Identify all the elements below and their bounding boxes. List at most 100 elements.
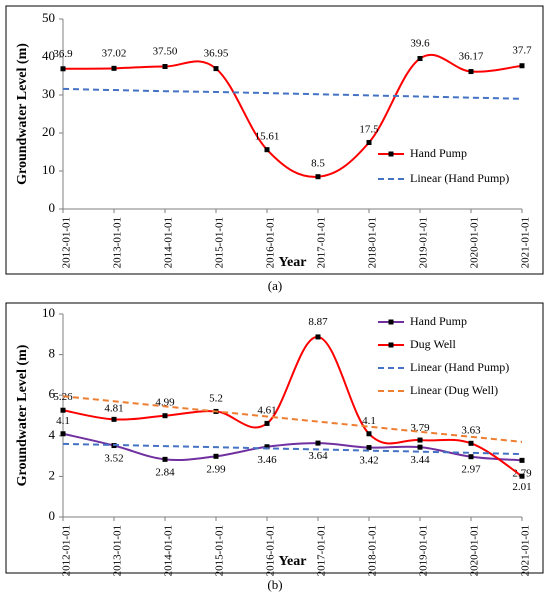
- data-label: 15.61: [255, 131, 280, 143]
- legend-label: Dug Well: [410, 337, 456, 351]
- chart-panel-b: 0 2 4 6 8 10 2012-01-01 2013-01-01 2014-01-01 201…: [5, 302, 544, 576]
- legend: Hand Pump Linear (Hand Pump): [378, 146, 509, 185]
- x-tick-label: 2013-01-01: [112, 525, 124, 576]
- legend: Hand Pump Dug Well Linear (Hand Pump) Linea…: [378, 314, 509, 397]
- data-point-marker: [60, 66, 66, 72]
- series-line: [62, 335, 523, 478]
- data-point-marker: [315, 334, 321, 340]
- x-axis-title: Year: [279, 554, 307, 569]
- y-tick-label: 50: [42, 10, 55, 25]
- panel-frame: [5, 5, 544, 275]
- data-label: 37.7: [512, 45, 532, 57]
- data-point-marker: [111, 65, 117, 71]
- data-label: 37.50: [153, 46, 178, 58]
- figure-caption: (b): [267, 577, 282, 592]
- data-label: 2.84: [155, 466, 175, 478]
- y-tick-label: 4: [49, 427, 56, 442]
- y-axis-title: Groundwater Level (m): [15, 43, 30, 185]
- panel-frame: [5, 302, 544, 574]
- y-tick-label: 8: [49, 346, 56, 361]
- trendline-series: [62, 395, 523, 443]
- data-label: 36.9: [53, 48, 73, 60]
- x-tick-label: 2015-01-01: [214, 217, 226, 268]
- x-tick-label: 2021-01-01: [520, 525, 532, 576]
- y-axis-title: Groundwater Level (m): [15, 344, 30, 486]
- data-label: 4.99: [155, 397, 175, 409]
- data-label: 39.6: [410, 38, 430, 50]
- data-point-marker: [366, 431, 372, 437]
- y-tick-label: 40: [42, 48, 55, 63]
- y-tick-label: 2: [49, 467, 56, 482]
- data-point-marker: [468, 454, 474, 460]
- data-point-marker: [162, 413, 168, 419]
- data-label: 3.63: [461, 424, 481, 436]
- x-tick-label: 2019-01-01: [418, 525, 430, 576]
- data-point-marker: [417, 56, 423, 62]
- legend-marker: [388, 342, 394, 348]
- data-point-marker: [162, 64, 168, 69]
- data-point-marker: [264, 420, 270, 426]
- data-label: 2.97: [461, 464, 481, 476]
- data-label: 5.2: [209, 392, 223, 404]
- y-tick-label: 20: [42, 124, 55, 139]
- chart-panel-a: 0 10 20 30 40 50 2012-01-01 2013-01-01 2014-01-0…: [5, 5, 544, 275]
- data-point-marker: [162, 456, 168, 462]
- data-label: 8.5: [311, 158, 325, 170]
- data-point-marker: [417, 444, 423, 450]
- y-tick-label: 0: [49, 508, 56, 523]
- x-tick-label: 2020-01-01: [469, 217, 481, 268]
- data-label: 3.42: [359, 455, 378, 467]
- data-point-marker: [468, 69, 474, 75]
- x-tick-label: 2014-01-01: [163, 525, 175, 576]
- x-tick-label: 2013-01-01: [112, 217, 124, 268]
- series-line: [62, 53, 523, 178]
- data-point-marker: [417, 437, 423, 443]
- data-point-marker: [519, 473, 525, 479]
- y-tick-label: 30: [42, 86, 55, 101]
- x-tick-label: 2018-01-01: [367, 217, 379, 268]
- x-tick-label: 2016-01-01: [265, 217, 277, 268]
- data-point-marker: [111, 416, 117, 422]
- x-axis-title: Year: [279, 255, 307, 270]
- data-point-marker: [60, 407, 66, 413]
- data-label: 3.64: [308, 450, 328, 462]
- x-tick-label: 2012-01-01: [61, 217, 73, 268]
- x-tick-label: 2014-01-01: [163, 217, 175, 268]
- data-label: 3.52: [104, 453, 123, 465]
- data-point-marker: [315, 174, 321, 180]
- data-label: 2.99: [206, 463, 226, 475]
- data-point-marker: [213, 453, 219, 459]
- x-tick-label: 2019-01-01: [418, 217, 430, 268]
- data-label: 37.02: [102, 47, 127, 59]
- trendline-series: [62, 87, 523, 100]
- legend-marker: [388, 319, 394, 325]
- data-point-marker: [264, 147, 270, 153]
- figure-caption: (a): [268, 278, 282, 293]
- data-label: 3.46: [257, 454, 277, 466]
- trendline-series: [62, 442, 523, 456]
- data-label: 4.1: [362, 415, 376, 427]
- legend-label: Hand Pump: [410, 146, 467, 160]
- data-label: 36.17: [459, 51, 484, 63]
- data-point-marker: [366, 140, 372, 145]
- data-point-marker: [366, 445, 372, 451]
- y-tick-label: 10: [42, 162, 55, 177]
- data-point-marker: [519, 63, 525, 69]
- data-label: 2.01: [512, 481, 531, 493]
- data-point-marker: [264, 444, 270, 450]
- data-point-marker: [60, 431, 66, 437]
- legend-marker: [388, 151, 394, 157]
- x-tick-label: 2017-01-01: [316, 525, 328, 576]
- data-point-marker: [213, 66, 219, 72]
- data-label: 8.87: [308, 316, 328, 328]
- x-tick-label: 2020-01-01: [469, 525, 481, 576]
- y-tick-label: 0: [49, 200, 56, 215]
- legend-label: Linear (Hand Pump): [410, 171, 509, 185]
- legend-label: Linear (Hand Pump): [410, 360, 509, 374]
- data-label: 36.95: [204, 48, 229, 60]
- data-label: 3.44: [410, 454, 430, 466]
- x-tick-label: 2016-01-01: [265, 525, 277, 576]
- data-point-marker: [315, 440, 321, 446]
- data-label: 2.79: [512, 467, 532, 479]
